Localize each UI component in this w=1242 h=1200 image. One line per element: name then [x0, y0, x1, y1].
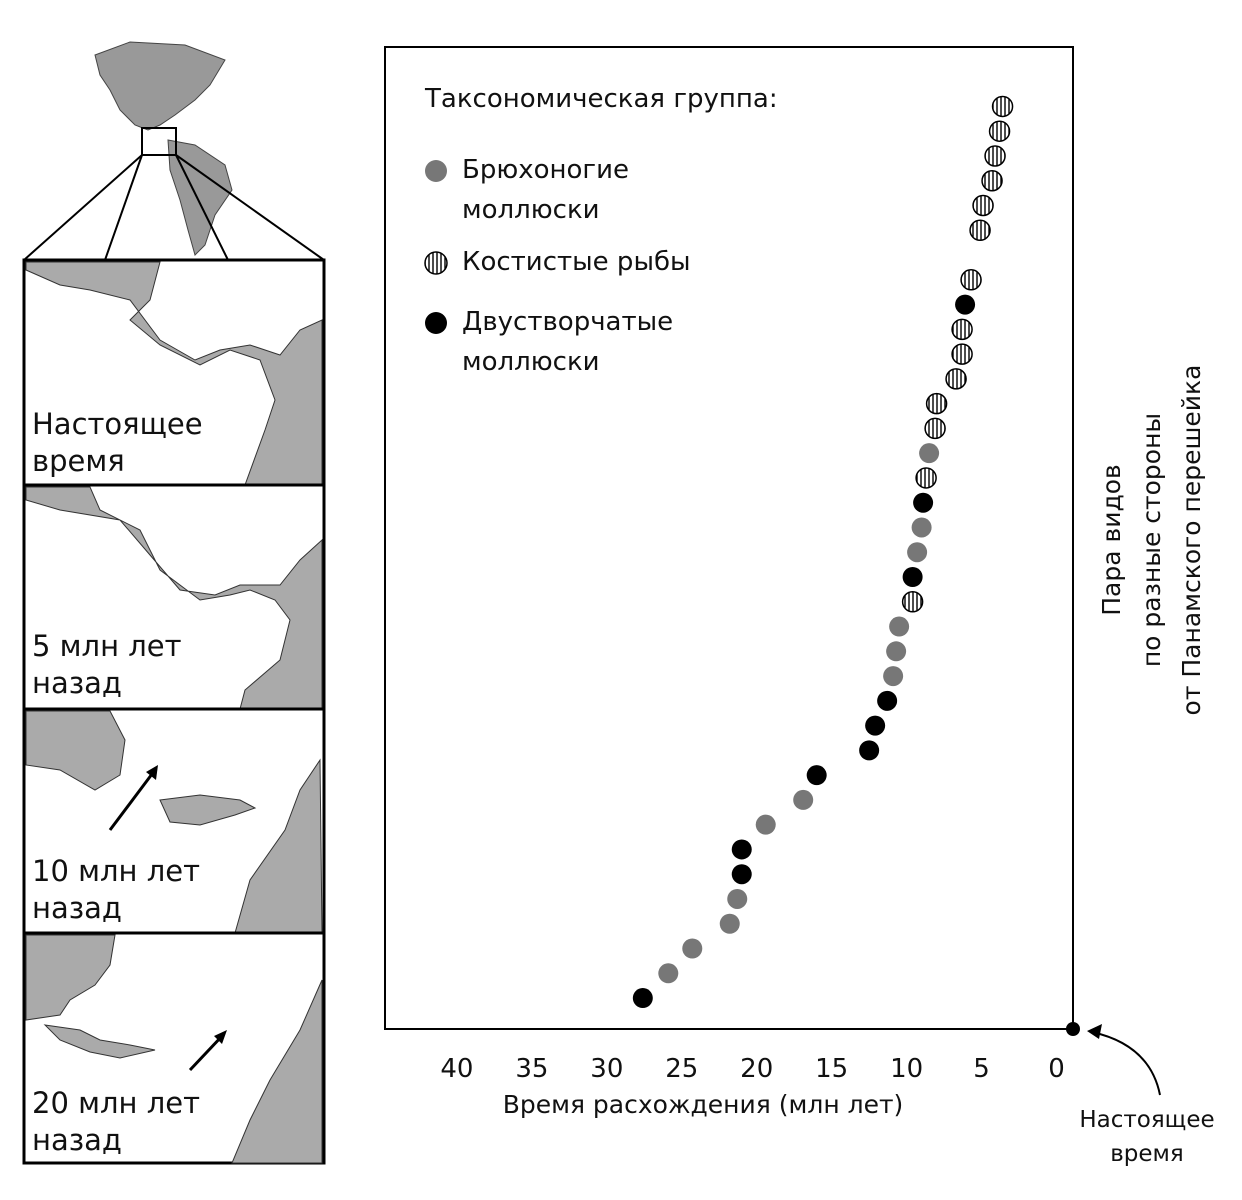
point	[951, 318, 973, 341]
map-label: Настоящее время	[32, 407, 203, 478]
legend-title: Таксономическая группа:	[425, 84, 778, 114]
x-tick-label: 0	[1048, 1054, 1065, 1084]
point	[731, 864, 752, 885]
point	[719, 913, 740, 934]
x-tick-label: 5	[973, 1054, 990, 1084]
point	[877, 690, 898, 711]
point	[859, 740, 880, 761]
map-label: 5 млн лет назад	[32, 629, 182, 700]
point	[883, 666, 904, 687]
point	[731, 839, 752, 860]
x-tick-label: 40	[440, 1054, 473, 1084]
legend-label: Костистые рыбы	[462, 247, 691, 277]
point	[727, 888, 748, 909]
point	[682, 938, 703, 959]
point	[902, 567, 923, 588]
point	[924, 417, 946, 440]
point	[945, 368, 967, 390]
point	[925, 392, 948, 415]
x-tick-label: 35	[515, 1054, 548, 1084]
x-tick-label: 25	[665, 1054, 698, 1084]
point	[911, 517, 932, 538]
point	[960, 269, 982, 291]
globe-map	[23, 41, 325, 261]
map-panels	[22, 258, 326, 1165]
legend-marker	[424, 251, 448, 275]
y-axis-label: Пара видов	[1097, 464, 1126, 616]
arrow-head	[1087, 1024, 1102, 1039]
point	[915, 467, 937, 489]
legend-label: Брюхоногие моллюски	[462, 155, 629, 225]
legend-marker	[425, 312, 447, 334]
map-label: 20 млн лет назад	[32, 1086, 200, 1157]
plot-area: 40 35 30 25 20 15 10 5 0 Пара видов по разные стор…	[424, 95, 1215, 1167]
y-axis-label: по разные стороны	[1137, 413, 1166, 667]
point	[991, 95, 1014, 118]
point	[919, 443, 940, 464]
legend-label: Двустворчатые моллюски	[462, 307, 674, 377]
present-marker	[1066, 1022, 1080, 1036]
y-axis-label: от Панамского перешейка	[1177, 365, 1206, 716]
point	[658, 963, 679, 984]
point	[806, 765, 827, 786]
x-tick-label: 20	[740, 1054, 773, 1084]
point	[793, 789, 814, 810]
x-tick-label: 10	[890, 1054, 923, 1084]
x-tick-label: 15	[815, 1054, 848, 1084]
point	[988, 120, 1011, 142]
arrow	[1091, 1031, 1161, 1096]
point	[901, 591, 924, 613]
point	[886, 641, 907, 662]
point	[907, 542, 928, 563]
annotation: Настоящее время	[1079, 1107, 1214, 1167]
x-axis-label: Время расхождения (млн лет)	[503, 1090, 904, 1119]
point	[913, 492, 934, 513]
point	[984, 145, 1006, 167]
x-tick-label: 30	[590, 1054, 623, 1084]
map-label: 10 млн лет назад	[32, 854, 200, 925]
point	[955, 294, 976, 315]
point	[969, 219, 991, 242]
point	[951, 343, 973, 365]
point	[889, 616, 910, 637]
point	[981, 169, 1003, 192]
point	[755, 814, 776, 835]
point	[632, 988, 653, 1009]
plot-frame	[384, 46, 1074, 1030]
point	[865, 715, 886, 736]
point	[972, 194, 994, 217]
legend-marker	[425, 160, 447, 182]
